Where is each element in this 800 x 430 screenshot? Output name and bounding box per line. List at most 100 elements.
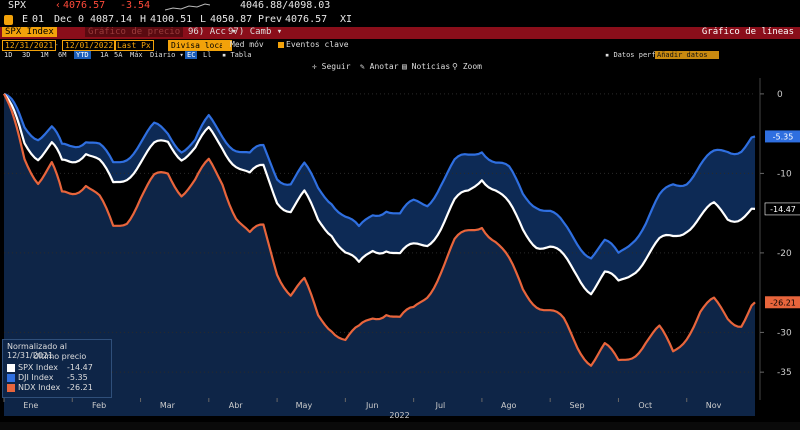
legend-entry-ndx[interactable]: NDX Index -26.21: [7, 383, 107, 393]
x-tick-label: Sep: [569, 401, 584, 410]
y-axis: 0 -10 -20 -30 -35: [760, 90, 792, 378]
ec-button[interactable]: EC: [185, 51, 198, 59]
x-tick-label: Jul: [435, 401, 446, 410]
annotate-button[interactable]: ✎ Anotar: [360, 62, 399, 71]
x-tick-label: May: [296, 401, 313, 410]
last-value-box-dji: [765, 130, 800, 143]
actions-num: 96: [188, 27, 199, 37]
legend-title: Normalizado al 12/31/2021: [7, 342, 67, 360]
start-date-input[interactable]: 12/31/2021: [2, 40, 57, 51]
period-button-6[interactable]: 5A: [114, 51, 123, 59]
data-source-text: Datos perfil: [613, 51, 665, 59]
zoom-button[interactable]: ⚲ Zoom: [452, 62, 482, 71]
period-button-ytd[interactable]: YTD: [74, 51, 91, 59]
series-line-dji: [3, 92, 756, 260]
period-button-2[interactable]: 1M: [40, 51, 49, 59]
legend-swatch-dji: [7, 373, 15, 382]
date-label: Dec: [54, 14, 73, 25]
high-label: H: [140, 14, 147, 25]
legend-value-ndx: -26.21: [67, 383, 93, 392]
series-line-ndx: [3, 93, 756, 367]
follow-label: Seguir: [321, 62, 351, 71]
field-select[interactable]: Last Px: [114, 40, 154, 51]
x-tick-label: Ago: [501, 401, 517, 410]
change-label: Camb: [249, 27, 272, 37]
series-line-spx: [3, 93, 756, 296]
net-change: -3.54: [120, 0, 151, 11]
key-events-label: Eventos clave: [286, 40, 349, 49]
pencil-icon: ✎: [360, 62, 365, 71]
legend-name-dji: DJI Index: [18, 373, 54, 382]
chart-legend[interactable]: Normalizado al 12/31/2021 Último precio …: [2, 339, 112, 398]
price-chart-tab[interactable]: Gráfico de precio: [85, 27, 184, 37]
open-value: 0: [78, 14, 85, 25]
x-tick-label: Feb: [92, 401, 106, 410]
area-fill-ndx: [4, 93, 755, 417]
line-chart[interactable]: 0 -10 -20 -30 -35 Ene Feb Mar Abr May Jun Jul Ago Se…: [0, 74, 800, 422]
last-value-box-ndx: [765, 296, 800, 309]
news-label: Noticias: [411, 62, 451, 71]
table-label: Tabla: [230, 51, 252, 59]
news-button[interactable]: ▤ Noticias: [402, 62, 450, 71]
prev-label: Prev: [258, 14, 283, 25]
sparkline-icon: [164, 2, 211, 14]
actions-label: Acc: [209, 27, 226, 37]
end-date-input[interactable]: 12/01/2022: [62, 40, 117, 51]
legend-value-dji: -5.35: [67, 373, 88, 382]
key-events-toggle[interactable]: Eventos clave: [278, 40, 349, 49]
title-bar: SPX Index Gráfico de precio 96) Acc ▾ 97…: [0, 27, 800, 39]
change-menu[interactable]: 97) Camb ▾: [228, 27, 283, 37]
last-value-labels: -5.35 -14.47 -26.21: [764, 130, 800, 309]
period-button-7[interactable]: Máx: [130, 51, 143, 59]
period-button-5[interactable]: 1A: [100, 51, 109, 59]
table-button[interactable]: ▪ Tabla: [222, 51, 252, 59]
legend-entry-dji[interactable]: DJI Index -5.35: [7, 373, 107, 383]
moving-average-toggle[interactable]: Med móv: [222, 40, 264, 49]
data-source-label: ▪ Datos perfil: [605, 51, 665, 59]
series-fills: [0, 74, 800, 422]
news-icon: ▤: [402, 62, 407, 71]
actions-menu[interactable]: 96) Acc ▾: [188, 27, 237, 37]
low-label: L: [200, 14, 207, 25]
grid-lines: [4, 78, 761, 400]
y-tick-label: 0: [777, 90, 783, 100]
year-label: 2022: [389, 411, 409, 420]
last-value-label-ndx: -26.21: [770, 298, 796, 307]
frequency-label: Diario: [150, 51, 176, 59]
high-value: 4100.51: [150, 14, 193, 25]
checkbox-icon: [278, 41, 284, 48]
x-tick-label: Mar: [160, 401, 176, 410]
quote-prefix: E: [22, 14, 29, 25]
date-controls: 12/31/2021 - 12/01/2022 Last Px Divisa l…: [0, 39, 800, 51]
x-tick-label: Nov: [706, 401, 722, 410]
x-tick-label: Abr: [229, 401, 244, 410]
currency-select[interactable]: Divisa local: [168, 40, 232, 51]
legend-swatch-ndx: [7, 383, 15, 392]
period-button-3[interactable]: 6M: [58, 51, 67, 59]
period-button-0[interactable]: 1D: [4, 51, 13, 59]
y-tick-label: -10: [777, 169, 792, 179]
ohlc-line: E 01 Dec 0 4087.14 H 4100.51 L 4050.87 P…: [0, 14, 800, 27]
legend-subtitle: Último precio: [33, 352, 87, 361]
x-tick-label: Oct: [638, 401, 652, 410]
checkbox-icon: [222, 41, 228, 48]
last-value-label-dji: -5.35: [773, 132, 794, 141]
li-button[interactable]: Ll: [203, 51, 212, 59]
add-data-input[interactable]: Añadir datos: [655, 51, 719, 59]
legend-value-spx: -14.47: [67, 363, 93, 372]
legend-entry-spx[interactable]: SPX Index -14.47: [7, 363, 107, 373]
series-lines: [3, 92, 756, 367]
legend-name-ndx: NDX Index: [18, 383, 61, 392]
follow-button[interactable]: ✛ Seguir: [312, 62, 351, 71]
security-tab[interactable]: SPX Index: [2, 27, 57, 37]
y-tick-label: -20: [777, 249, 792, 259]
zoom-label: Zoom: [462, 62, 482, 71]
last-price: 4076.57: [63, 0, 106, 11]
security-icon[interactable]: [4, 15, 13, 25]
moving-average-label: Med móv: [230, 40, 264, 49]
period-toolbar: 1D 3D 1M 6M YTD 1A 5A Máx Diario ▾ EC Ll…: [0, 51, 800, 62]
last-value-label-spx: -14.47: [770, 205, 796, 214]
period-button-1[interactable]: 3D: [22, 51, 31, 59]
chart-tools: ✛ Seguir ✎ Anotar ▤ Noticias ⚲ Zoom: [0, 62, 800, 74]
frequency-select[interactable]: Diario ▾: [150, 51, 184, 59]
